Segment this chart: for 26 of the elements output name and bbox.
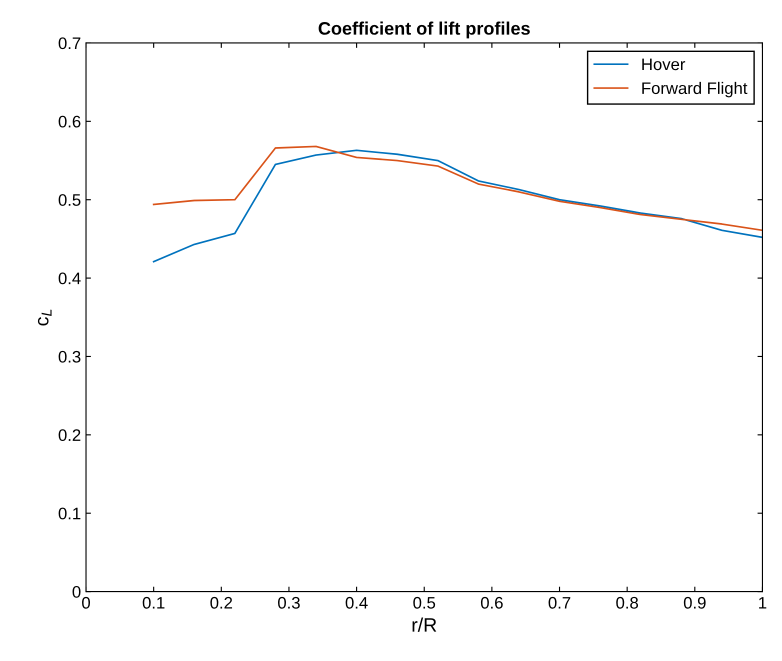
chart-title: Coefficient of lift profiles — [318, 22, 530, 38]
y-axis-title: c$_{L}$ — [38, 310, 52, 326]
x-tick-label: 0.8 — [616, 596, 638, 609]
line-series — [152, 150, 762, 262]
y-tick-label: 0 — [72, 586, 81, 598]
legend-label: Forward Flight — [642, 82, 748, 98]
y-tick-label: 0.2 — [58, 429, 80, 442]
y-tick-label: 0.6 — [58, 116, 80, 128]
x-tick-label: 0.7 — [548, 596, 570, 609]
x-tick-label: 1 — [759, 597, 766, 609]
x-tick-label: 0.4 — [346, 596, 368, 609]
legend-label: Hover — [642, 58, 686, 70]
y-tick-label: 0.7 — [58, 37, 80, 50]
x-tick-label: 0.3 — [278, 596, 300, 609]
x-tick-label: 0.6 — [480, 596, 503, 609]
y-tick-label: 0.3 — [58, 350, 80, 363]
y-tick-label: 0.1 — [58, 508, 80, 520]
x-axis-title: r/R — [412, 618, 436, 632]
y-tick-label: 0.5 — [58, 194, 80, 206]
y-tick-label: 0.4 — [58, 272, 81, 284]
x-tick-label: 0.2 — [210, 596, 232, 609]
x-tick-label: 0 — [82, 596, 90, 609]
line-series — [152, 146, 762, 232]
x-tick-label: 0.1 — [142, 596, 164, 609]
x-tick-label: 0.5 — [413, 596, 436, 609]
x-tick-label: 0.9 — [684, 596, 706, 609]
